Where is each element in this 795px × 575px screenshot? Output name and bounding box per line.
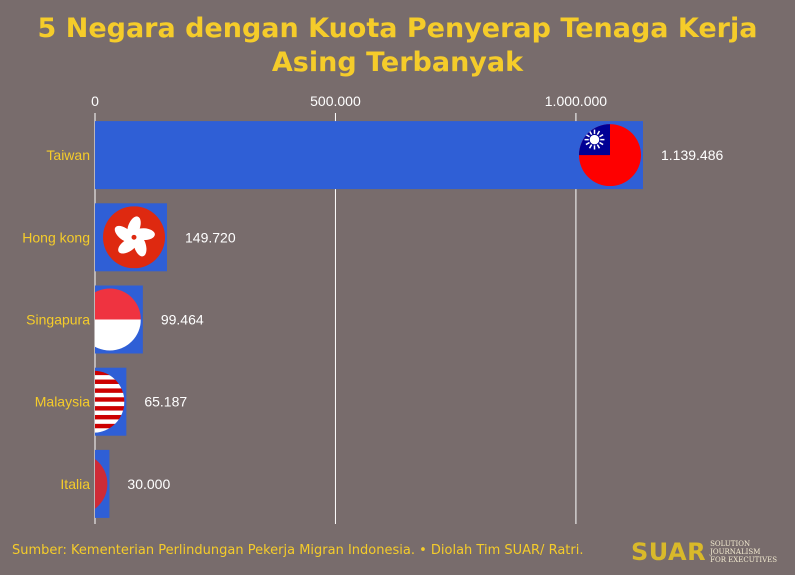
flag-sun — [588, 133, 601, 146]
suar-logo: SUAR Solution Journalism for Executives — [631, 538, 795, 566]
category-label: Hong kong — [22, 229, 90, 245]
bar-group: Malaysia 65.187 — [35, 367, 187, 436]
bar-group: Italia 30.000 — [60, 449, 170, 518]
x-axis-ticks: 0 500.000 1.000.000 — [91, 93, 607, 109]
logo-tagline-line2: for Executives — [710, 556, 778, 564]
flag-stripe — [95, 388, 125, 394]
value-label: 99.464 — [161, 312, 204, 328]
flag-center — [131, 234, 137, 240]
category-label: Singapura — [26, 312, 90, 328]
flag-stripe — [95, 383, 125, 389]
flag-stripe — [95, 419, 125, 425]
chart-title: 5 Negara dengan Kuota Penyerap Tenaga Ke… — [37, 13, 758, 78]
value-label: 1.139.486 — [661, 147, 723, 163]
flag-clip — [103, 206, 166, 269]
flag-stripe — [95, 379, 125, 385]
flag-clip — [579, 124, 641, 187]
logo-tagline-line1: Solution Journalism — [710, 540, 761, 556]
bar-group: Taiwan 1.139.486 — [46, 121, 723, 190]
flag-stripe — [95, 397, 125, 402]
flag — [579, 124, 641, 187]
category-label: Italia — [60, 476, 90, 492]
value-label: 65.187 — [144, 394, 187, 410]
taiwan-flag-icon — [579, 124, 641, 187]
flag-stripe — [95, 410, 125, 416]
flag-petal — [118, 237, 138, 254]
x-tick-label: 500.000 — [310, 93, 361, 109]
bar-group: Hong kong 149.720 — [22, 203, 236, 272]
category-label: Taiwan — [46, 147, 90, 163]
x-tick-label: 0 — [91, 93, 99, 109]
flag-stripe — [95, 375, 125, 380]
flag-stripe — [95, 392, 125, 398]
bar-group: Singapura 99.464 — [26, 285, 204, 354]
flag-petal — [114, 225, 134, 243]
category-label: Malaysia — [35, 394, 90, 410]
x-tick-label: 1.000.000 — [545, 93, 607, 109]
source-note: Sumber: Kementerian Perlindungan Pekerja… — [12, 543, 584, 558]
bars: Taiwan 1.139.486 Hong kong 149.720 Singapura… — [22, 121, 723, 518]
flag-stripe — [95, 406, 125, 411]
hong-kong-flag-icon — [103, 206, 166, 269]
bar — [95, 121, 643, 190]
value-label: 30.000 — [127, 476, 170, 492]
flag-stripe — [95, 414, 125, 420]
flag-stripe — [95, 423, 125, 429]
logo-wordmark: SUAR — [631, 538, 707, 566]
flag — [103, 206, 166, 269]
logo-tagline: Solution Journalism for Executives — [710, 540, 795, 564]
flag-stripe — [95, 401, 125, 407]
value-label: 149.720 — [185, 229, 236, 245]
